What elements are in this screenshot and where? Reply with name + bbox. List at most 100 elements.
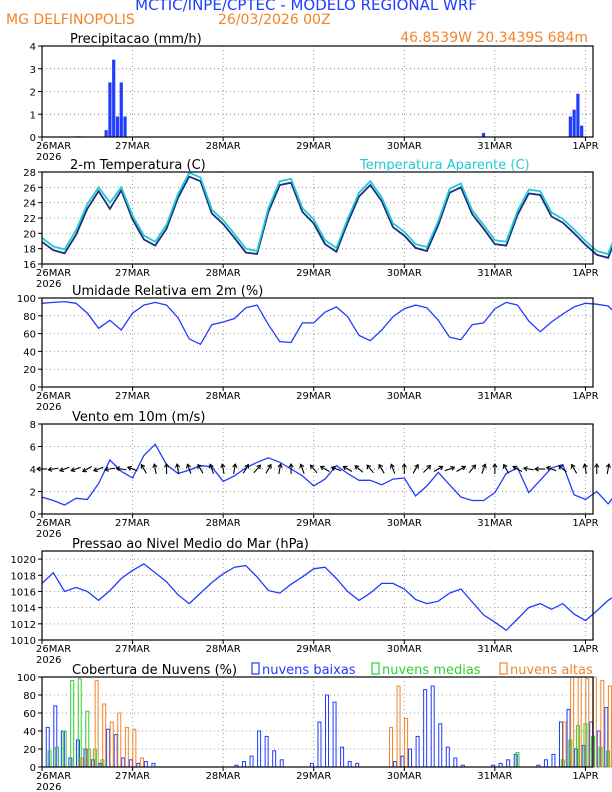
wind-vector — [456, 466, 466, 472]
panel-wind — [35, 423, 612, 518]
wind-vector-head — [208, 463, 214, 469]
wind-vector-head — [197, 463, 202, 469]
legend-label-nuvens-altas: nuvens altas — [510, 663, 593, 678]
panel-pres — [38, 550, 612, 644]
x-tick-label: 31MAR — [477, 771, 512, 782]
wind-vector — [48, 467, 59, 471]
x-tick-label: 31MAR — [477, 644, 512, 655]
wind-vector-head — [545, 465, 551, 471]
precip-bar — [572, 109, 576, 137]
wind-vector — [606, 463, 610, 475]
x-tick-label: 28MAR — [206, 771, 241, 782]
coordinates-label: 46.8539W 20.3439S 684m — [400, 30, 588, 46]
wind-vector — [320, 466, 330, 472]
y-tick-label: 60 — [23, 330, 36, 341]
panel-frame — [41, 550, 594, 641]
wind-vector — [242, 464, 249, 474]
x-tick-label: 29MAR — [296, 391, 331, 402]
wind-vector — [140, 464, 147, 474]
y-tick-label: 60 — [23, 709, 36, 720]
y-tick-label: 0 — [30, 133, 36, 144]
x-tick-label: 1APR — [572, 141, 598, 152]
y-tick-label: 4 — [30, 465, 36, 476]
wind-vector-head — [605, 463, 611, 468]
x-tick-label: 27MAR — [115, 391, 150, 402]
wind-vector-head — [522, 466, 528, 472]
precip-bar — [108, 82, 112, 137]
x-tick-label: 29MAR — [296, 644, 331, 655]
wind-vector — [310, 464, 318, 474]
wind-vector-head — [512, 465, 518, 471]
x-year-label: 2026 — [36, 152, 61, 163]
y-tick-label: 18 — [23, 245, 36, 256]
y-tick-label: 28 — [23, 168, 36, 179]
wind-vector-head — [58, 467, 64, 473]
wind-vector — [390, 464, 396, 474]
x-tick-label: 1APR — [572, 268, 598, 279]
precip-bar — [568, 116, 572, 137]
y-tick-label: 1020 — [11, 555, 36, 566]
wind-vector — [153, 463, 157, 475]
panel-title: Pressao ao Nivel Medio do Mar (hPa) — [72, 537, 309, 552]
wind-vector-head — [414, 463, 419, 469]
x-tick-label: 31MAR — [477, 518, 512, 529]
wind-vector — [127, 466, 138, 472]
y-tick-label: 40 — [23, 347, 36, 358]
x-year-label: 2026 — [36, 529, 61, 540]
cloud-bar-nuvens-altas — [600, 680, 605, 768]
y-tick-label: 0 — [30, 383, 36, 394]
wind-vector — [412, 464, 419, 474]
x-tick-label: 26MAR — [36, 518, 71, 529]
x-tick-label: 1APR — [572, 644, 598, 655]
panel-precip — [38, 45, 594, 141]
wind-vector-head — [450, 465, 456, 471]
x-tick-label: 29MAR — [296, 268, 331, 279]
wind-vector — [546, 466, 557, 472]
y-tick-label: 1014 — [11, 604, 36, 615]
wind-vector-head — [152, 463, 158, 468]
x-year-label: 2026 — [36, 655, 61, 666]
y-tick-label: 6 — [30, 443, 36, 454]
legend-label-nuvens-baixas: nuvens baixas — [262, 663, 356, 678]
series-line-temperatura-aparente-c- — [41, 171, 612, 256]
wind-vector — [503, 464, 510, 474]
wind-vector — [197, 464, 204, 474]
plot-area — [42, 298, 593, 387]
precip-bar — [104, 130, 108, 137]
series-line-2-m-temperatura-c- — [41, 175, 612, 259]
wind-vector-head — [401, 462, 407, 468]
wind-vector — [233, 463, 236, 475]
x-tick-label: 1APR — [572, 391, 598, 402]
x-tick-label: 29MAR — [296, 141, 331, 152]
wind-vector-head — [70, 467, 76, 473]
wind-vector-head — [288, 462, 294, 468]
wind-vector-head — [277, 463, 283, 468]
x-year-label: 2026 — [36, 782, 61, 792]
plot-area — [42, 551, 593, 640]
wind-vector — [343, 466, 353, 472]
x-tick-label: 31MAR — [477, 141, 512, 152]
wind-vector — [433, 466, 443, 472]
x-tick-label: 27MAR — [115, 644, 150, 655]
wind-vector — [331, 466, 342, 472]
plot-area — [42, 46, 593, 137]
x-tick-label: 1APR — [572, 771, 598, 782]
location-label: MG DELFINOPOLIS — [6, 12, 135, 28]
x-tick-label: 28MAR — [206, 518, 241, 529]
panel-title: Umidade Relativa em 2m (%) — [72, 284, 263, 299]
x-tick-label: 26MAR — [36, 141, 71, 152]
wind-vector-head — [47, 466, 53, 472]
x-year-label: 2026 — [36, 279, 61, 290]
legend-swatch-nuvens-altas — [499, 662, 508, 675]
y-tick-label: 80 — [23, 691, 36, 702]
x-tick-label: 28MAR — [206, 644, 241, 655]
wind-vector-head — [330, 465, 336, 471]
wind-vector — [265, 464, 272, 474]
x-tick-label: 31MAR — [477, 391, 512, 402]
wind-vector-head — [174, 463, 181, 468]
wind-vector-head — [570, 463, 576, 469]
x-tick-label: 26MAR — [36, 771, 71, 782]
wind-vector — [93, 466, 104, 472]
y-tick-label: 100 — [17, 673, 36, 684]
